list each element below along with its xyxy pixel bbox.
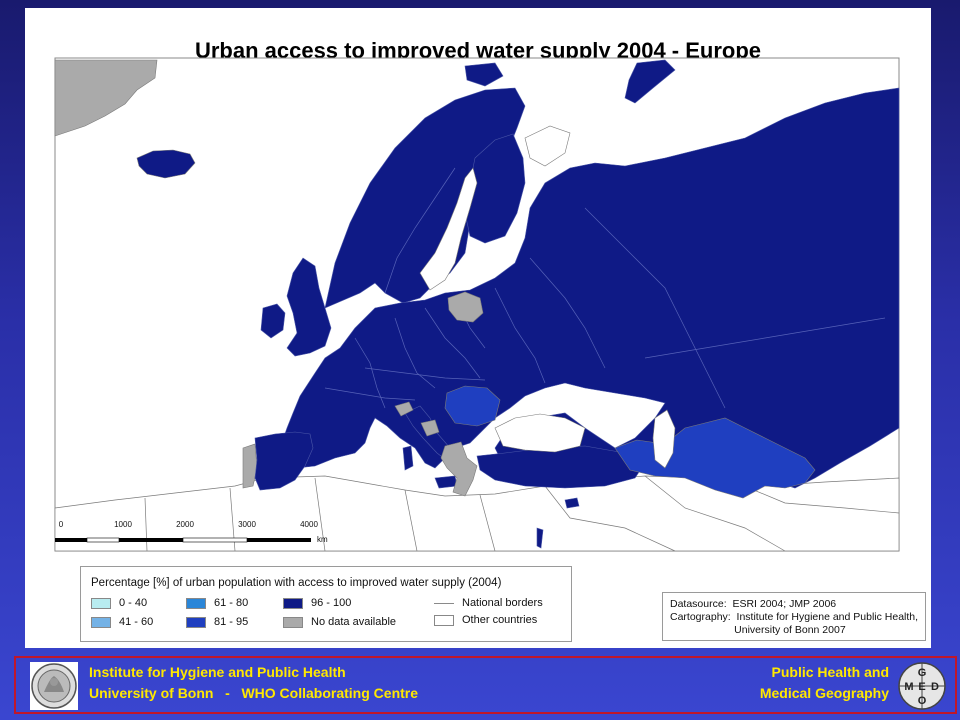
lithuania — [447, 291, 484, 323]
legend-item-other-countries: Other countries — [434, 614, 537, 626]
national-borders — [324, 167, 886, 409]
legend-label-0-40: 0 - 40 — [119, 597, 148, 609]
baltic-sea — [419, 167, 478, 291]
swatch-41-60 — [91, 616, 111, 628]
swatch-61-80 — [186, 597, 206, 609]
scale-seg-4 — [182, 537, 248, 543]
legend-item-81-95: 81 - 95 — [186, 616, 248, 628]
source-line-2: Cartography: Institute for Hygiene and P… — [670, 611, 919, 623]
logo-letter-g: G — [918, 667, 927, 679]
iceland — [136, 149, 196, 179]
legend-label-other-countries: Other countries — [462, 614, 538, 626]
scale-seg-2 — [86, 537, 120, 543]
scale-unit: km — [317, 535, 328, 544]
caspian-sea — [652, 409, 676, 469]
swatch-81-95 — [186, 616, 206, 628]
footer: Institute for Hygiene and Public Health … — [14, 656, 957, 714]
greenland — [54, 59, 158, 137]
scale-seg-3 — [119, 538, 183, 542]
geomed-logo-icon: G E M D O — [898, 662, 946, 710]
legend-item-national-borders: National borders — [434, 597, 543, 609]
scale-seg-5 — [247, 538, 311, 542]
scale-seg-1 — [55, 538, 87, 542]
white-sea — [524, 125, 571, 167]
europe-map: 0 1000 2000 3000 4000 km — [54, 57, 900, 552]
kazakhstan — [614, 417, 816, 499]
logo-letter-e: E — [918, 681, 925, 693]
scale-tick-2000: 2000 — [176, 520, 194, 529]
source-box: Datasource: ESRI 2004; JMP 2006 Cartogra… — [662, 592, 926, 641]
legend-heading: Percentage [%] of urban population with … — [91, 577, 502, 589]
logo-letter-o: O — [918, 695, 927, 707]
romania — [444, 385, 501, 427]
legend-label-41-60: 41 - 60 — [119, 616, 154, 628]
scale-tick-1000: 1000 — [114, 520, 132, 529]
scale-tick-3000: 3000 — [238, 520, 256, 529]
source-line-1: Datasource: ESRI 2004; JMP 2006 — [670, 598, 837, 610]
legend-item-96-100: 96 - 100 — [283, 597, 351, 609]
footer-institute: Institute for Hygiene and Public Health — [89, 664, 346, 680]
swatch-other-countries — [434, 614, 454, 626]
slovenia — [394, 401, 414, 417]
swatch-no-data — [283, 616, 303, 628]
legend-label-no-data: No data available — [311, 616, 397, 628]
scale-tick-4000: 4000 — [300, 520, 318, 529]
university-seal-icon — [30, 662, 78, 710]
source-line-3: University of Bonn 2007 — [670, 624, 846, 636]
bosnia — [420, 419, 440, 437]
swatch-96-100 — [283, 597, 303, 609]
legend-label-96-100: 96 - 100 — [311, 597, 352, 609]
legend-item-61-80: 61 - 80 — [186, 597, 248, 609]
legend-label-81-95: 81 - 95 — [214, 616, 249, 628]
black-sea — [494, 413, 586, 453]
logo-letter-m: M — [904, 681, 913, 693]
footer-university: University of Bonn - WHO Collaborating C… — [89, 685, 419, 701]
logo-letter-d: D — [931, 681, 939, 693]
legend-item-no-data: No data available — [283, 616, 396, 628]
spain — [254, 431, 314, 491]
scale-bar: 0 1000 2000 3000 4000 km — [55, 520, 328, 544]
legend-item-0-40: 0 - 40 — [91, 597, 147, 609]
scale-tick-0: 0 — [59, 520, 64, 529]
legend-label-61-80: 61 - 80 — [214, 597, 249, 609]
slide-panel: Urban access to improved water supply 20… — [25, 8, 931, 648]
footer-dept-line-2: Medical Geography — [759, 685, 889, 701]
legend-label-national-borders: National borders — [462, 597, 543, 609]
footer-dept-line-1: Public Health and — [771, 664, 889, 680]
other-countries — [54, 475, 900, 552]
border-line-symbol — [434, 602, 454, 604]
legend-item-41-60: 41 - 60 — [91, 616, 153, 628]
legend: Percentage [%] of urban population with … — [80, 566, 572, 642]
swatch-0-40 — [91, 597, 111, 609]
greece — [440, 441, 478, 497]
